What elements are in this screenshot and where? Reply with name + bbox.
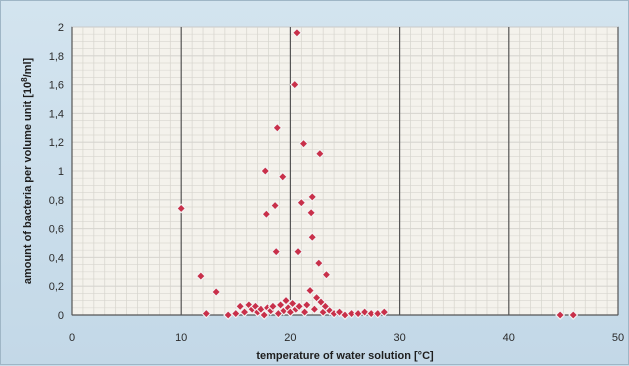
data-point (359, 307, 370, 318)
data-point (260, 166, 271, 176)
data-point (176, 203, 187, 214)
x-axis-title: temperature of water solution [°C] (256, 350, 434, 362)
data-point (277, 171, 288, 182)
y-tick-label: 2 (58, 22, 64, 34)
x-tick-label: 50 (612, 332, 624, 344)
data-point (305, 285, 316, 296)
data-point (307, 232, 318, 243)
data-point (366, 308, 377, 319)
data-point (281, 295, 292, 306)
data-point (321, 269, 332, 280)
data-point (293, 246, 304, 257)
data-point (568, 310, 579, 320)
data-point (272, 122, 283, 133)
y-axis-title: amount of bacteria per volume unit [108/… (20, 57, 34, 284)
y-tick-label: 1 (58, 166, 64, 178)
x-tick-label: 0 (69, 332, 75, 344)
data-point (271, 246, 282, 257)
x-tick-label: 40 (503, 332, 515, 344)
data-point (313, 258, 324, 269)
y-tick-label: 1,6 (49, 80, 64, 92)
x-tick-label: 20 (284, 332, 296, 344)
data-point (314, 148, 325, 159)
data-point (307, 191, 318, 202)
data-point (299, 307, 310, 318)
data-point (291, 27, 302, 38)
data-point (346, 308, 357, 319)
data-point (195, 271, 206, 282)
y-tick-label: 0,6 (49, 224, 64, 236)
y-tick-label: 1,4 (49, 108, 64, 120)
data-point (261, 209, 272, 220)
data-points (176, 27, 579, 320)
y-axis-title-exponent: 8 (20, 77, 29, 82)
data-point (270, 200, 281, 211)
data-point (296, 197, 307, 208)
data-point (379, 307, 390, 318)
minor-gridlines (71, 26, 619, 316)
data-point (324, 305, 335, 316)
y-tick-label: 0 (58, 310, 64, 322)
data-point (334, 307, 345, 318)
data-point (230, 308, 241, 319)
data-point (235, 301, 246, 312)
data-point (289, 79, 300, 90)
y-axis-title-unit: /ml] (22, 57, 34, 77)
data-point (259, 310, 270, 320)
y-axis-title-main: amount of bacteria per volume unit [10 (22, 82, 34, 284)
data-point (298, 138, 309, 149)
x-tick-label: 30 (393, 332, 405, 344)
y-tick-label: 1,8 (49, 51, 64, 63)
x-tick-label: 10 (175, 332, 187, 344)
y-tick-labels: 0 0,2 0,4 0,6 0,8 1 1,2 1,4 1,6 1,8 2 (49, 22, 64, 322)
data-point (211, 286, 222, 297)
y-tick-label: 1,2 (49, 137, 64, 149)
data-point (239, 307, 250, 318)
x-tick-labels: 0 10 20 30 40 50 (69, 332, 624, 344)
y-tick-label: 0,2 (49, 281, 64, 293)
data-point (309, 304, 320, 315)
y-tick-label: 0,8 (49, 195, 64, 207)
data-point (306, 207, 317, 218)
y-tick-label: 0,4 (49, 252, 64, 264)
data-point (201, 308, 212, 319)
data-point (301, 299, 312, 310)
data-point (555, 310, 566, 320)
